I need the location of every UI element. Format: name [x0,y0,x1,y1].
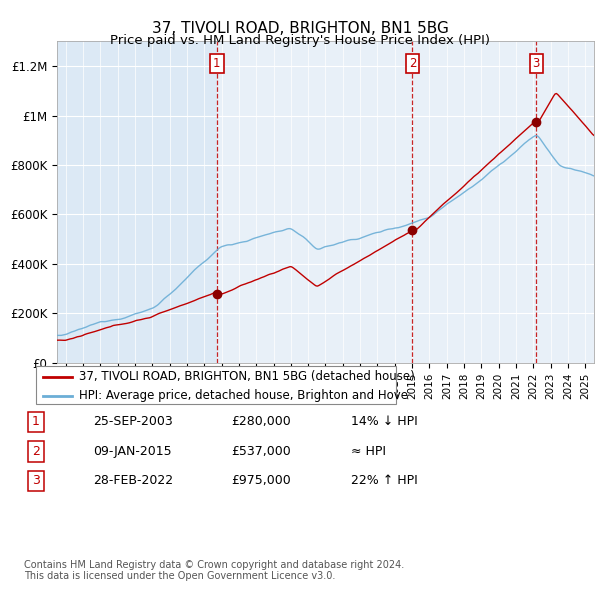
Text: Price paid vs. HM Land Registry's House Price Index (HPI): Price paid vs. HM Land Registry's House … [110,34,490,47]
Text: 25-SEP-2003: 25-SEP-2003 [93,415,173,428]
Text: 2: 2 [32,445,40,458]
Text: 14% ↓ HPI: 14% ↓ HPI [351,415,418,428]
Bar [536,41,594,363]
Text: 09-JAN-2015: 09-JAN-2015 [93,445,172,458]
Text: £975,000: £975,000 [231,474,291,487]
Bar [412,41,536,363]
Text: HPI: Average price, detached house, Brighton and Hove: HPI: Average price, detached house, Brig… [79,389,408,402]
Text: 1: 1 [213,57,221,70]
Text: ≈ HPI: ≈ HPI [351,445,386,458]
Text: 1: 1 [32,415,40,428]
Text: 3: 3 [32,474,40,487]
Text: 2: 2 [409,57,416,70]
Text: 37, TIVOLI ROAD, BRIGHTON, BN1 5BG (detached house): 37, TIVOLI ROAD, BRIGHTON, BN1 5BG (deta… [79,370,415,383]
Text: 22% ↑ HPI: 22% ↑ HPI [351,474,418,487]
Text: £537,000: £537,000 [231,445,291,458]
Text: 37, TIVOLI ROAD, BRIGHTON, BN1 5BG: 37, TIVOLI ROAD, BRIGHTON, BN1 5BG [152,21,448,35]
Text: 3: 3 [532,57,540,70]
FancyBboxPatch shape [36,366,396,404]
Bar [217,41,412,363]
Text: 28-FEB-2022: 28-FEB-2022 [93,474,173,487]
Text: £280,000: £280,000 [231,415,291,428]
Text: Contains HM Land Registry data © Crown copyright and database right 2024.
This d: Contains HM Land Registry data © Crown c… [24,559,404,581]
